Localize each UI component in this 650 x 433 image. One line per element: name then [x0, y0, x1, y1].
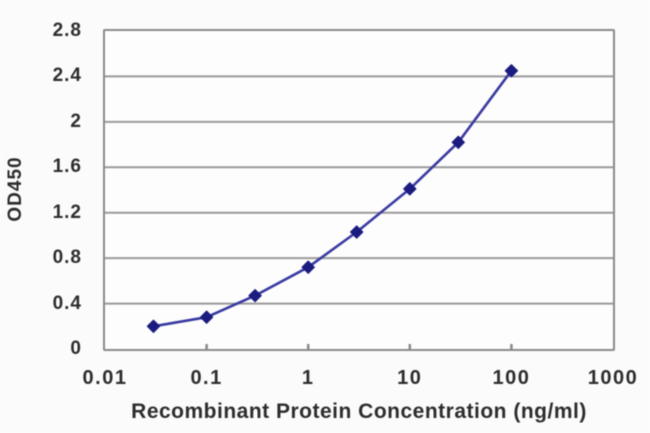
y-tick-label: 0.8 — [52, 247, 82, 269]
data-point-marker — [248, 288, 262, 303]
x-tick-label: 0.1 — [190, 367, 223, 389]
data-point-marker — [504, 64, 519, 78]
y-tick-label: 2 — [70, 110, 82, 132]
x-tick-label: 1000 — [587, 367, 639, 389]
y-tick-label: 0 — [70, 338, 82, 359]
data-point-marker — [146, 319, 161, 333]
data-point-marker — [301, 260, 315, 274]
plot-area — [103, 29, 615, 351]
data-point-marker — [349, 225, 364, 239]
x-tick-label: 1 — [301, 367, 315, 389]
x-axis-title: Recombinant Protein Concentration (ng/ml… — [131, 400, 587, 423]
chart-canvas — [105, 64, 613, 349]
y-tick-label: 2.8 — [52, 20, 82, 41]
y-tick-label: 0.4 — [52, 292, 82, 314]
data-point-marker — [403, 182, 417, 196]
y-tick-label: 2.4 — [52, 65, 82, 87]
x-tick-label: 10 — [397, 367, 423, 389]
x-tick-label: 100 — [492, 367, 531, 389]
series-line — [152, 69, 513, 328]
data-point-marker — [199, 310, 214, 324]
y-tick-label: 1.6 — [52, 156, 82, 178]
data-point-marker — [451, 135, 465, 149]
x-tick-label: 0.01 — [82, 367, 128, 389]
y-tick-label: 1.2 — [52, 201, 82, 223]
